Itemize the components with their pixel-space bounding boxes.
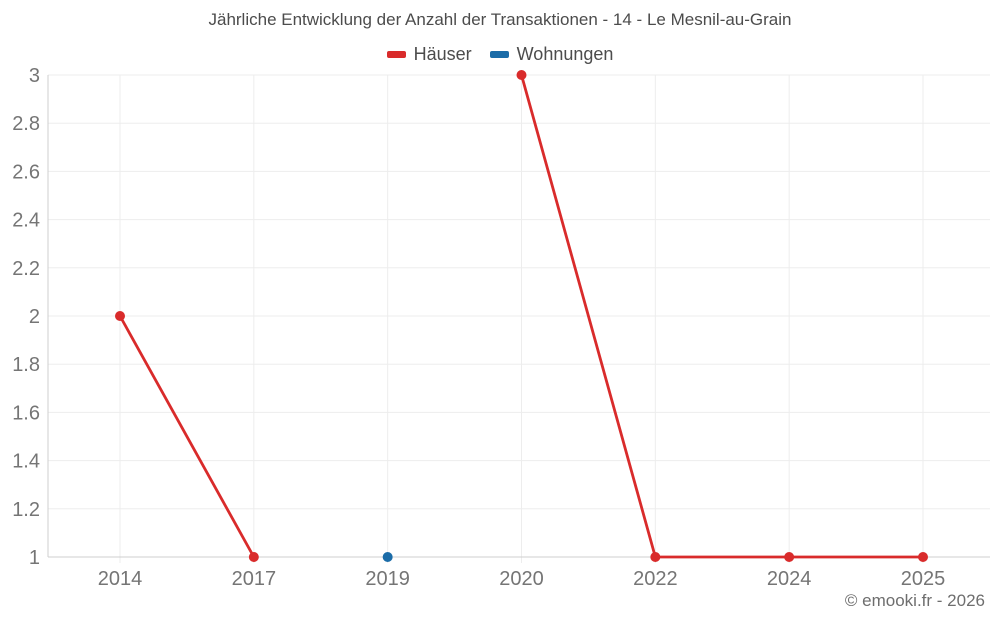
x-axis-tick-label: 2020 bbox=[499, 568, 544, 590]
data-point-hauser[interactable] bbox=[918, 552, 928, 562]
y-axis-tick-label: 2 bbox=[29, 306, 40, 328]
x-axis-tick-label: 2022 bbox=[633, 568, 678, 590]
x-axis-tick-label: 2024 bbox=[767, 568, 812, 590]
legend-label-hauser: Häuser bbox=[413, 44, 472, 64]
x-axis-tick-label: 2025 bbox=[901, 568, 946, 590]
x-axis-tick-label: 2017 bbox=[232, 568, 277, 590]
x-axis-tick-label: 2014 bbox=[98, 568, 143, 590]
legend-item-wohnungen[interactable]: Wohnungen bbox=[489, 44, 614, 65]
legend-label-wohnungen: Wohnungen bbox=[516, 44, 614, 64]
y-axis-tick-label: 2.2 bbox=[12, 258, 40, 280]
legend-item-hauser[interactable]: Häuser bbox=[386, 44, 472, 65]
data-point-hauser[interactable] bbox=[115, 311, 125, 321]
y-axis-tick-label: 1.6 bbox=[12, 402, 40, 424]
y-axis-tick-label: 2.6 bbox=[12, 161, 40, 183]
copyright-credit: © emooki.fr - 2026 bbox=[844, 591, 985, 610]
y-axis-tick-label: 1.2 bbox=[12, 499, 40, 521]
x-axis-tick-label: 2019 bbox=[365, 568, 410, 590]
legend: Häuser Wohnungen bbox=[0, 44, 1000, 65]
legend-swatch-wohnungen bbox=[489, 51, 509, 58]
data-point-hauser[interactable] bbox=[516, 70, 527, 80]
y-axis-tick-label: 2.8 bbox=[12, 113, 40, 135]
y-axis-tick-label: 3 bbox=[29, 65, 40, 87]
y-axis-tick-label: 1.4 bbox=[12, 451, 40, 473]
chart-title: Jährliche Entwicklung der Anzahl der Tra… bbox=[208, 10, 792, 29]
series-line-hauser bbox=[520, 73, 925, 559]
legend-swatch-hauser bbox=[386, 51, 406, 58]
y-axis-tick-label: 1.8 bbox=[12, 354, 40, 376]
data-point-wohnungen[interactable] bbox=[382, 552, 393, 562]
y-axis-tick-label: 1 bbox=[29, 547, 40, 569]
data-point-hauser[interactable] bbox=[650, 552, 661, 562]
y-axis-tick-label: 2.4 bbox=[12, 210, 40, 232]
series-line-hauser bbox=[118, 314, 256, 559]
data-point-hauser[interactable] bbox=[784, 552, 795, 562]
data-point-hauser[interactable] bbox=[248, 552, 259, 562]
